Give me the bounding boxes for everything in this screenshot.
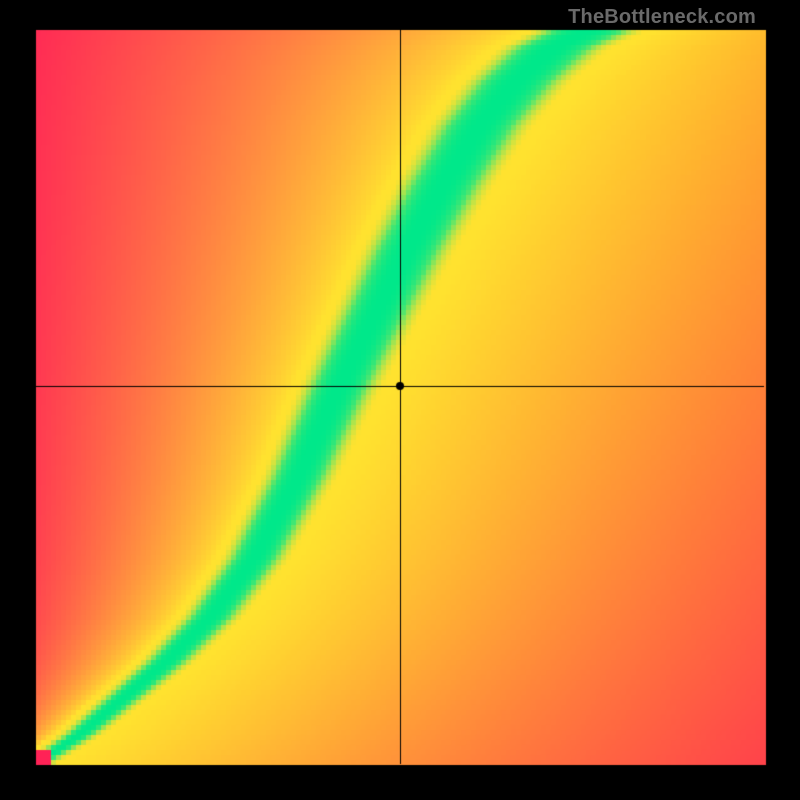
bottleneck-heatmap — [0, 0, 800, 800]
watermark-text: TheBottleneck.com — [568, 6, 756, 29]
